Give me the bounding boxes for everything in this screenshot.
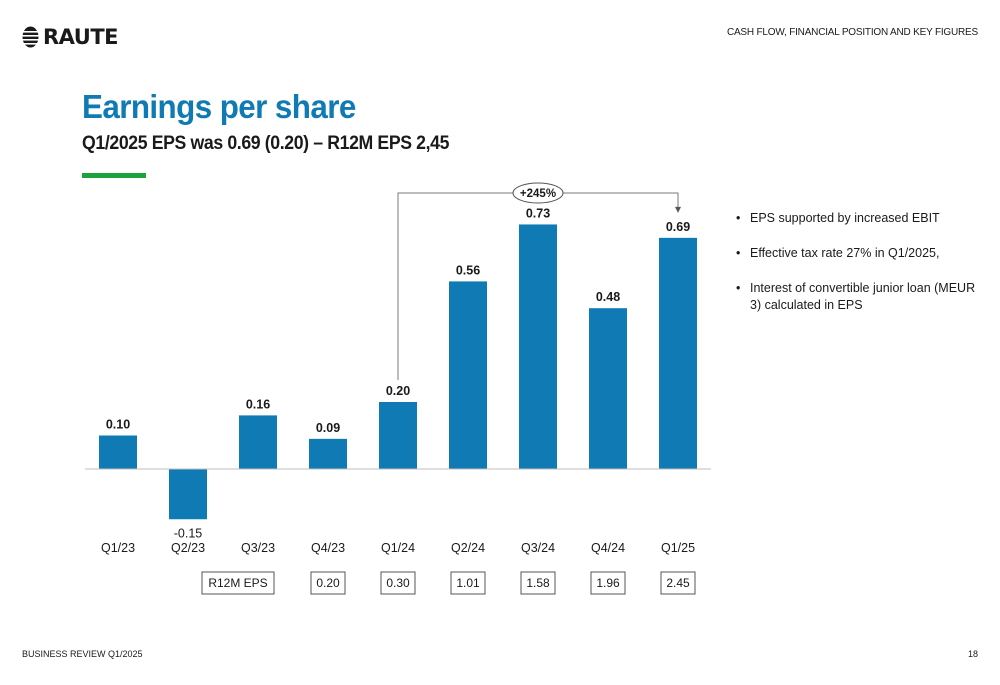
growth-arrowhead-icon (675, 206, 681, 213)
category-tick-label: Q4/23 (311, 541, 345, 555)
r12m-value: 1.58 (526, 576, 550, 590)
raute-logo: RAUTE (22, 25, 119, 49)
category-tick-label: Q2/24 (451, 541, 485, 555)
category-tick-label: Q3/24 (521, 541, 555, 555)
footer-label: BUSINESS REVIEW Q1/2025 (22, 649, 143, 659)
r12m-value-box (450, 571, 486, 595)
category-tick-label: Q1/24 (381, 541, 415, 555)
bullet-item: Effective tax rate 27% in Q1/2025, (736, 245, 976, 262)
bar-Q2/24 (449, 281, 487, 469)
bullet-item: Interest of convertible junior loan (MEU… (736, 280, 976, 314)
growth-label: +245% (520, 188, 556, 200)
category-tick-label: Q1/23 (101, 541, 135, 555)
bar-Q3/24 (519, 224, 557, 469)
data-label: 0.09 (316, 421, 340, 435)
r12m-value: 0.30 (386, 576, 410, 590)
bar-Q4/24 (589, 308, 627, 469)
bar-Q2/23 (169, 469, 207, 520)
data-label: 0.73 (526, 206, 550, 220)
r12m-label-box (201, 571, 275, 595)
bar-Q1/25 (659, 237, 697, 469)
bar-Q3/23 (239, 415, 277, 469)
raute-logo-mark-icon (22, 26, 39, 48)
page-title: Earnings per share (82, 88, 356, 125)
section-label: CASH FLOW, FINANCIAL POSITION AND KEY FI… (726, 27, 978, 38)
page-subtitle: Q1/2025 EPS was 0.69 (0.20) – R12M EPS 2… (82, 133, 450, 154)
data-label: 0.20 (386, 384, 410, 398)
bullet-item: EPS supported by increased EBIT (736, 210, 976, 227)
r12m-value-box (660, 571, 696, 595)
r12m-value: 0.20 (316, 576, 340, 590)
category-tick-label: Q4/24 (591, 541, 625, 555)
bullet-list: EPS supported by increased EBIT Effectiv… (736, 210, 976, 332)
growth-badge (512, 182, 564, 204)
data-label: 0.10 (106, 418, 130, 432)
data-label: 0.48 (596, 290, 620, 304)
category-tick-label: Q3/23 (241, 541, 275, 555)
page-number: 18 (967, 649, 978, 659)
data-label: 0.69 (666, 220, 690, 234)
r12m-value-box (590, 571, 626, 595)
bar-Q1/24 (379, 402, 417, 469)
r12m-value: 2.45 (666, 576, 690, 590)
logo-text: RAUTE (43, 25, 119, 49)
data-label: 0.16 (246, 397, 270, 411)
bar-Q4/23 (309, 438, 347, 469)
data-label: 0.56 (456, 263, 480, 277)
category-tick-label: Q2/23 (171, 541, 205, 555)
title-accent-bar (82, 173, 146, 178)
r12m-label: R12M EPS (208, 576, 267, 590)
r12m-value-box (310, 571, 346, 595)
data-label: -0.15 (174, 526, 203, 540)
r12m-value-box (520, 571, 556, 595)
r12m-value: 1.01 (456, 576, 480, 590)
bar-Q1/23 (99, 435, 137, 469)
r12m-value-box (380, 571, 416, 595)
r12m-value: 1.96 (596, 576, 620, 590)
category-tick-label: Q1/25 (661, 541, 695, 555)
